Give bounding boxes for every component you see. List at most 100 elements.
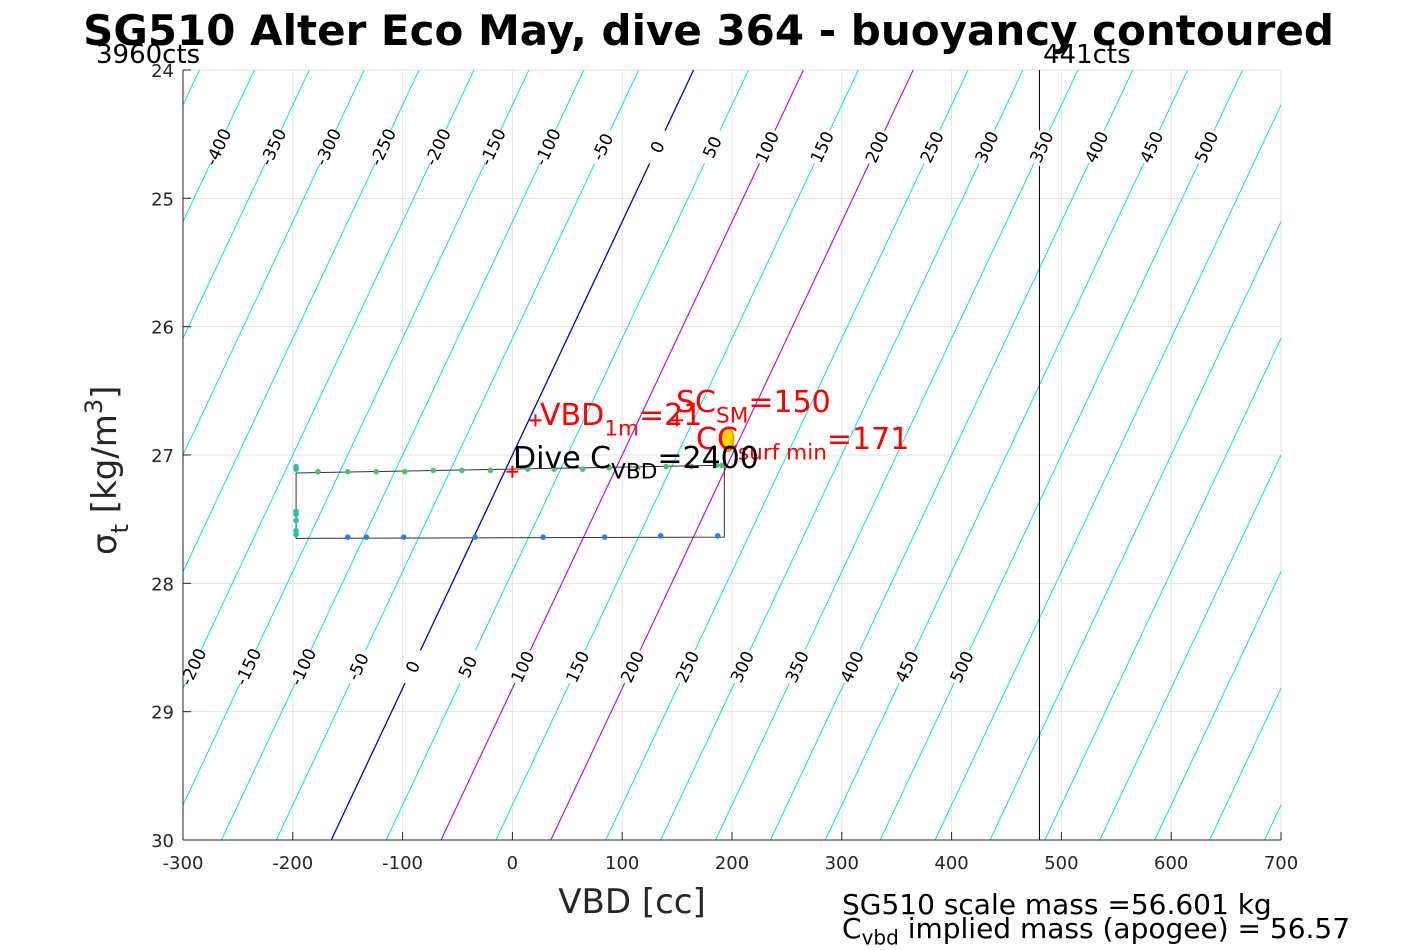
chart-title: SG510 Alter Eco May, dive 364 - buoyancy… (83, 6, 1334, 55)
contour-label-bottom-bg (287, 646, 319, 687)
x-tick-label: 600 (1154, 853, 1188, 874)
dive-point (293, 511, 299, 517)
buoyancy-contours (183, 70, 1281, 840)
contour-line (183, 70, 310, 340)
contour-label-top-bg (312, 126, 344, 168)
dive-point (293, 527, 299, 534)
dive-point (657, 533, 664, 539)
dive-point (487, 467, 494, 474)
implied-mass-sub: vbd (861, 925, 899, 950)
dive-point (459, 467, 465, 474)
contour-line (715, 70, 1079, 840)
dive-point (315, 468, 321, 475)
contour-label-top-bg (861, 126, 893, 168)
contour-line (220, 70, 585, 840)
dive-points (293, 462, 725, 540)
x-axis-label: VBD [cc] (558, 882, 706, 922)
contour-label-top-bg (202, 126, 234, 168)
y-tick-label: 26 (151, 318, 174, 339)
contour-line (1099, 453, 1281, 840)
contour-label-top-bg (531, 126, 564, 168)
dive-point (606, 465, 612, 471)
contour-line (550, 70, 914, 840)
contour-label-bottom-bg (342, 646, 374, 687)
contour-line (934, 103, 1281, 840)
y-tick-label: 25 (151, 189, 174, 210)
dive-point (713, 462, 720, 469)
contour-label-bottom-bg (945, 646, 978, 687)
contour-line (330, 70, 695, 840)
contour-label-bottom-bg (891, 646, 923, 687)
x-tick-label: -200 (272, 853, 313, 874)
contour-label-top-bg (586, 126, 619, 168)
dive-point (344, 534, 351, 540)
dive-point (293, 466, 299, 472)
contour-label-top-bg (367, 126, 399, 168)
y-axis-label: σt [kg/m3] (80, 386, 134, 555)
dive-point (524, 466, 531, 472)
dive-point (363, 534, 370, 540)
contour-label-bottom: -150 (232, 645, 267, 688)
contour-label-top-bg (641, 126, 674, 168)
contour-line (879, 70, 1244, 840)
y-tick-label: 27 (151, 446, 174, 467)
implied-mass-pre: C (842, 912, 862, 945)
y-tick-label: 28 (151, 574, 174, 595)
contour-label-top-bg (476, 126, 509, 168)
dive-point (472, 534, 478, 540)
dive-point (601, 534, 608, 540)
contour-label-bottom-bg (836, 646, 868, 687)
contour-label-bottom-bg (561, 646, 594, 687)
contour-label-top-bg (1190, 126, 1223, 168)
contour-label-top-bg (421, 126, 454, 168)
dive-point (579, 466, 586, 472)
sc-sm-annotation: SCSM=150 (676, 385, 831, 429)
contour-label-top-bg (806, 126, 838, 168)
contour-line (989, 220, 1281, 840)
x-tick-label: 700 (1264, 853, 1298, 874)
contour-label-top-bg (696, 126, 729, 168)
dive-point (401, 468, 408, 475)
y-tick-label: 24 (151, 61, 174, 82)
contour-line (275, 70, 640, 840)
cc-surf-min-annotation: CCsurf min=171 (696, 422, 909, 466)
contour-label-top-bg (1025, 126, 1058, 168)
contour-label-bottom-bg (396, 646, 429, 687)
contour-label-top-bg (970, 126, 1003, 168)
contour-label-bottom: -100 (287, 645, 322, 688)
contour-line (769, 70, 1134, 840)
y-tick-label: 29 (151, 703, 174, 724)
dive-point (551, 466, 557, 472)
x-tick-label: 500 (1044, 853, 1078, 874)
contour-label-top-bg (257, 126, 289, 168)
contour-label-top: -100 (531, 126, 566, 169)
dive-point (400, 534, 407, 540)
contour-label-bottom-bg (616, 646, 649, 687)
x-tick-label: 0 (507, 853, 518, 874)
counts-right-label: 441cts (1043, 40, 1131, 70)
contour-label-bottom: -200 (177, 645, 212, 688)
dive-point (634, 465, 641, 471)
contour-label-top-bg (1080, 126, 1113, 168)
contour-line (385, 70, 749, 840)
x-tick-label: -300 (163, 853, 204, 874)
contour-line (605, 70, 969, 840)
contour-label-top-bg (916, 126, 948, 168)
vbd-1m-annotation: VBD1m=21 (540, 398, 702, 442)
axes: -300 -200 -100 0 100 200 300 400 500 600 700 24 25 26… (80, 61, 1298, 922)
cc-surf-min-marker (720, 426, 735, 453)
implied-mass-text: Cvbd implied mass (apogee) = 56.57 (842, 912, 1350, 950)
x-tick-label: 200 (715, 853, 749, 874)
contour-label-bottom-bg (506, 646, 539, 687)
implied-mass-post: implied mass (apogee) = 56.57 (898, 912, 1351, 945)
contour-line (1264, 803, 1281, 840)
contour-line (1209, 687, 1281, 840)
dive-point (663, 463, 669, 470)
markers (506, 414, 735, 478)
contour-label-top-bg (1135, 126, 1168, 168)
contour-label-top: -250 (366, 126, 401, 169)
dive-path-line (295, 464, 725, 539)
contour-line (1044, 337, 1281, 840)
dive-point (714, 533, 721, 539)
